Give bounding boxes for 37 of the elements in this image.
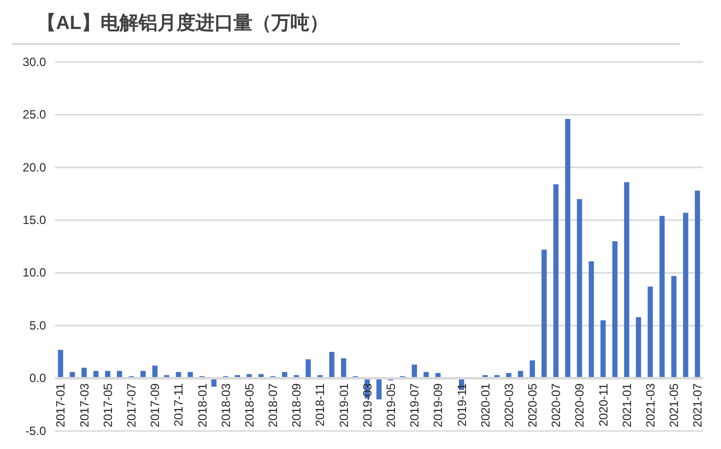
x-tick-label: 2020-05 [526,382,540,428]
y-tick-label: 5.0 [29,318,46,332]
y-tick-label: -5.0 [25,424,46,438]
x-tick-label: 2017-05 [100,382,115,428]
x-tick-label: 2017-07 [124,382,139,428]
x-tick-label: 2019-09 [431,382,446,428]
x-tick-label: 2018-01 [195,382,210,428]
x-tick-label: 2017-03 [77,382,92,428]
x-tick-label: 2021-07 [690,382,705,428]
y-tick-label: 15.0 [22,212,46,227]
x-tick-label: 2020-03 [502,382,516,428]
x-tick-label: 2019-01 [336,382,351,428]
x-tick-label: 2020-11 [596,382,610,426]
y-tick-label: 20.0 [22,160,46,174]
x-tick-label: 2021-03 [643,382,658,428]
x-tick-label: 2021-05 [667,382,682,428]
x-tick-label: 2020-01 [478,382,492,428]
x-tick-label: 2017-11 [172,382,186,426]
x-tick-label: 2017-01 [54,382,68,428]
x-tick-label: 2018-07 [266,382,280,428]
x-tick-label: 2021-01 [620,382,634,428]
y-tick-label: 30.0 [22,54,46,69]
x-tick-label: 2018-03 [218,382,233,428]
chart-title: 【AL】电解铝月度进口量（万吨） [37,12,328,34]
x-tick-label: 2019-11 [454,382,469,426]
x-tick-label: 2019-03 [360,382,374,428]
x-tick-label: 2020-09 [572,382,587,428]
x-tick-label: 2018-05 [242,382,256,428]
x-tick-label: 2019-07 [408,382,422,428]
x-tick-label: 2018-09 [290,382,304,428]
x-tick-label: 2017-09 [148,382,162,428]
x-tick-label: 2019-05 [384,382,398,428]
x-tick-label: 2020-07 [549,382,564,428]
y-tick-label: 10.0 [22,266,46,280]
x-tick-label: 2018-11 [313,382,328,426]
y-tick-label: 25.0 [22,108,46,122]
y-tick-label: 0.0 [29,371,46,386]
